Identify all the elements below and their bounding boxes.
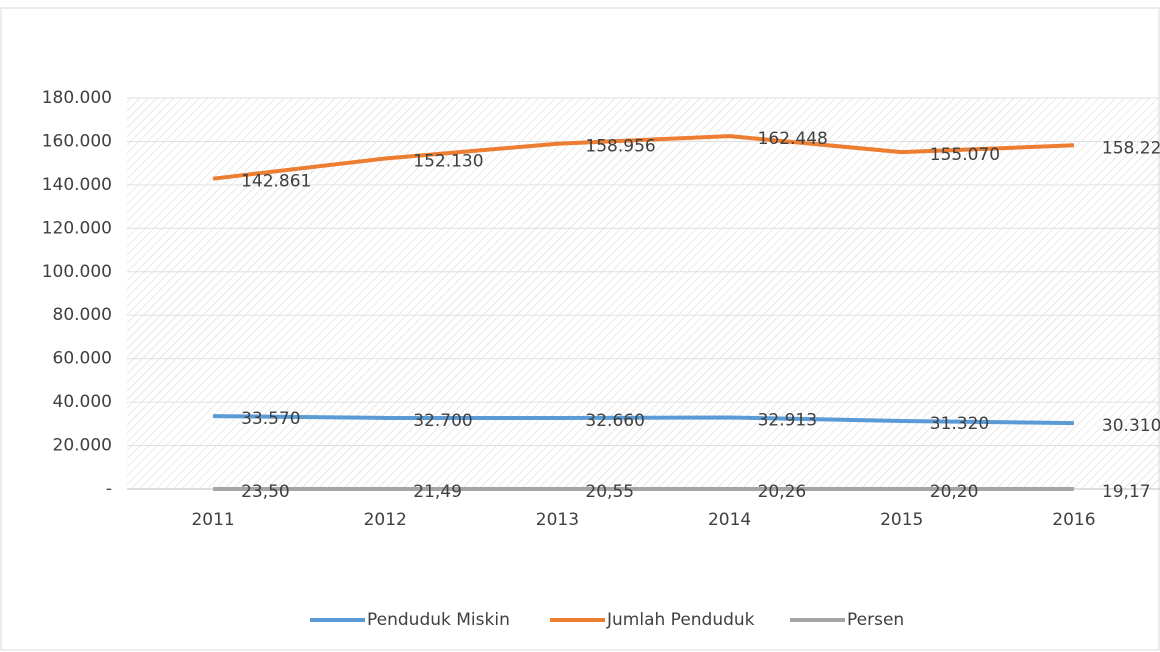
x-tick-label: 2012: [364, 510, 407, 530]
data-label: 19,17: [1102, 482, 1151, 502]
y-tick-label: 140.000: [42, 175, 112, 195]
x-tick-label: 2016: [1052, 510, 1095, 530]
data-label: 21,49: [413, 482, 462, 502]
x-tick-label: 2015: [880, 510, 923, 530]
legend-label: Jumlah Penduduk: [606, 610, 755, 630]
y-tick-label: 40.000: [53, 392, 112, 412]
y-tick-label: 60.000: [53, 349, 112, 369]
legend-label: Penduduk Miskin: [367, 610, 510, 630]
y-tick-label: 120.000: [42, 218, 112, 238]
x-tick-label: 2011: [191, 510, 234, 530]
data-label: 20,26: [758, 482, 807, 502]
data-label: 32.660: [585, 411, 644, 431]
x-tick-label: 2013: [536, 510, 579, 530]
series-line: [212, 134, 1074, 181]
data-label: 162.448: [758, 129, 828, 149]
series-line: [213, 414, 1074, 426]
y-tick-label: 160.000: [42, 131, 112, 151]
data-label: 33.570: [241, 409, 300, 429]
data-label: 20,55: [585, 482, 634, 502]
data-label: 31.320: [930, 414, 989, 434]
data-label: 152.130: [413, 152, 483, 172]
data-label: 32.913: [758, 411, 817, 431]
data-label: 158.223: [1102, 138, 1160, 158]
y-tick-label: 80.000: [53, 305, 112, 325]
data-label: 158.956: [585, 137, 655, 157]
data-label: 20,20: [930, 482, 979, 502]
data-label: 23,50: [241, 482, 290, 502]
data-label: 30.310: [1102, 416, 1160, 436]
y-tick-label: -: [106, 479, 112, 499]
data-label: 155.070: [930, 145, 1000, 165]
data-label: 142.861: [241, 172, 311, 192]
data-label: 32.700: [413, 411, 472, 431]
y-tick-label: 100.000: [42, 262, 112, 282]
y-tick-label: 20.000: [53, 436, 112, 456]
y-tick-label: 180.000: [42, 88, 112, 108]
x-tick-label: 2014: [708, 510, 751, 530]
legend-label: Persen: [847, 610, 904, 630]
